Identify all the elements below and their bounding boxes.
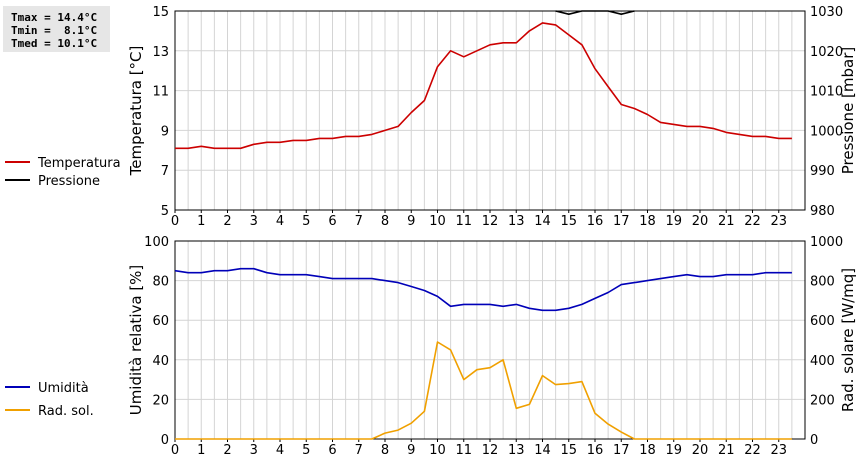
x-tick-label: 22 (744, 443, 761, 458)
x-tick-label: 15 (560, 443, 577, 458)
x-tick-label: 12 (482, 214, 499, 229)
x-tick-label: 6 (328, 443, 336, 458)
x-tick-label: 16 (587, 443, 604, 458)
legend-label-rad_sol: Rad. sol. (38, 404, 94, 419)
x-tick-label: 20 (692, 443, 709, 458)
x-tick-label: 2 (223, 443, 231, 458)
y-left-tick-label: 7 (161, 164, 169, 179)
y-left-tick-label: 9 (161, 124, 169, 139)
x-tick-label: 9 (407, 214, 415, 229)
y-right-axis-label: Pressione [mbar] (839, 47, 857, 175)
y-right-tick-label: 400 (810, 354, 835, 369)
x-tick-label: 16 (587, 214, 604, 229)
x-tick-label: 18 (639, 443, 656, 458)
x-tick-label: 12 (482, 443, 499, 458)
y-right-tick-label: 0 (810, 433, 818, 448)
stats-box: Tmax = 14.4°C Tmin = 8.1°C Tmed = 10.1°C (3, 6, 110, 52)
y-left-tick-label: 5 (161, 204, 169, 219)
series-line-rad_sol (175, 341, 792, 440)
x-tick-label: 22 (744, 214, 761, 229)
x-tick-label: 7 (355, 443, 363, 458)
x-tick-label: 15 (560, 214, 577, 229)
x-tick-label: 14 (534, 214, 551, 229)
y-left-axis-label: Umidità relativa [%] (127, 265, 145, 416)
x-tick-label: 11 (455, 214, 472, 229)
legend-label-umidita: Umidità (38, 381, 89, 396)
y-right-tick-label: 1020 (810, 45, 843, 60)
stat-tmed: Tmed = 10.1°C (11, 37, 98, 50)
x-tick-label: 8 (381, 214, 389, 229)
x-tick-label: 18 (639, 214, 656, 229)
x-tick-label: 10 (429, 443, 446, 458)
x-tick-label: 1 (197, 214, 205, 229)
y-right-tick-label: 600 (810, 314, 835, 329)
x-tick-label: 17 (613, 443, 630, 458)
stat-tmax: Tmax = 14.4°C (11, 11, 98, 24)
y-right-tick-label: 1010 (810, 85, 843, 100)
y-right-axis-label: Rad. solare [W/mq] (839, 268, 857, 412)
y-right-tick-label: 200 (810, 393, 835, 408)
y-left-tick-label: 60 (152, 314, 169, 329)
x-tick-label: 14 (534, 443, 551, 458)
y-left-tick-label: 15 (152, 5, 169, 20)
x-tick-label: 8 (381, 443, 389, 458)
y-right-tick-label: 980 (810, 204, 835, 219)
x-tick-label: 19 (665, 214, 682, 229)
stat-tmin: Tmin = 8.1°C (11, 24, 98, 37)
x-tick-label: 23 (770, 214, 787, 229)
series-line-temperatura (175, 22, 792, 150)
x-tick-label: 3 (250, 443, 258, 458)
x-tick-label: 19 (665, 443, 682, 458)
x-tick-label: 9 (407, 443, 415, 458)
y-left-tick-label: 40 (152, 354, 169, 369)
x-tick-label: 0 (171, 443, 179, 458)
y-left-tick-label: 20 (152, 393, 169, 408)
y-left-tick-label: 80 (152, 275, 169, 290)
x-tick-label: 3 (250, 214, 258, 229)
x-tick-label: 11 (455, 443, 472, 458)
y-left-tick-label: 100 (144, 235, 169, 250)
y-left-tick-label: 0 (161, 433, 169, 448)
y-right-tick-label: 1030 (810, 5, 843, 20)
y-left-tick-label: 13 (152, 45, 169, 60)
chart-panel-1: 0 1 2 3 4 5 6 7 8 9 10 11 12 13 14 15 16 17 18 19 20 21 22 2357… (5, 5, 857, 229)
legend-label-pressione: Pressione (38, 174, 100, 189)
series-line-pressione (555, 10, 635, 15)
x-tick-label: 5 (302, 443, 310, 458)
x-tick-label: 21 (718, 214, 735, 229)
y-right-tick-label: 990 (810, 164, 835, 179)
y-right-tick-label: 800 (810, 275, 835, 290)
x-tick-label: 0 (171, 214, 179, 229)
x-tick-label: 2 (223, 214, 231, 229)
x-tick-label: 23 (770, 443, 787, 458)
x-tick-label: 4 (276, 443, 284, 458)
y-right-tick-label: 1000 (810, 235, 843, 250)
y-right-tick-label: 1000 (810, 124, 843, 139)
x-tick-label: 7 (355, 214, 363, 229)
x-tick-label: 6 (328, 214, 336, 229)
series-line-umidita (174, 267, 792, 312)
x-tick-label: 13 (508, 443, 525, 458)
legend-label-temperatura: Temperatura (37, 156, 121, 171)
x-tick-label: 20 (692, 214, 709, 229)
x-tick-label: 21 (718, 443, 735, 458)
x-tick-label: 10 (429, 214, 446, 229)
x-tick-label: 5 (302, 214, 310, 229)
x-tick-label: 1 (197, 443, 205, 458)
chart-panel-2: 0 1 2 3 4 5 6 7 8 9 10 11 12 13 14 15 16 17 18 19 20 21 22 2302… (5, 235, 857, 458)
x-tick-label: 17 (613, 214, 630, 229)
y-left-tick-label: 11 (152, 85, 169, 100)
y-left-axis-label: Temperatura [°C] (127, 46, 145, 177)
x-tick-label: 4 (276, 214, 284, 229)
x-tick-label: 13 (508, 214, 525, 229)
